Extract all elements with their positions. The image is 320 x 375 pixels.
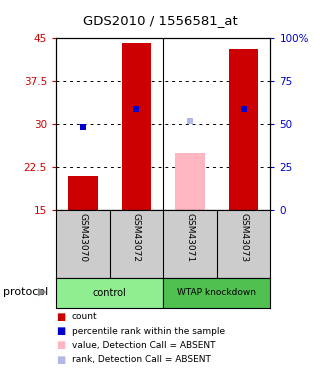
Text: rank, Detection Call = ABSENT: rank, Detection Call = ABSENT xyxy=(72,355,211,364)
Text: ▶: ▶ xyxy=(38,287,47,297)
Bar xyxy=(68,176,98,210)
Text: ■: ■ xyxy=(56,326,65,336)
Bar xyxy=(229,49,258,210)
Text: protocol: protocol xyxy=(3,287,48,297)
Text: ■: ■ xyxy=(56,312,65,322)
Text: GSM43073: GSM43073 xyxy=(239,213,248,262)
Text: WTAP knockdown: WTAP knockdown xyxy=(177,288,256,297)
Text: GSM43070: GSM43070 xyxy=(78,213,87,262)
Text: GDS2010 / 1556581_at: GDS2010 / 1556581_at xyxy=(83,14,237,27)
Bar xyxy=(122,43,151,210)
Text: ■: ■ xyxy=(56,355,65,364)
Text: GSM43071: GSM43071 xyxy=(186,213,195,262)
Text: control: control xyxy=(93,288,126,297)
Text: count: count xyxy=(72,312,98,321)
Text: GSM43072: GSM43072 xyxy=(132,213,141,262)
Text: ■: ■ xyxy=(56,340,65,350)
Bar xyxy=(175,153,205,210)
Text: value, Detection Call = ABSENT: value, Detection Call = ABSENT xyxy=(72,341,215,350)
Text: percentile rank within the sample: percentile rank within the sample xyxy=(72,327,225,336)
